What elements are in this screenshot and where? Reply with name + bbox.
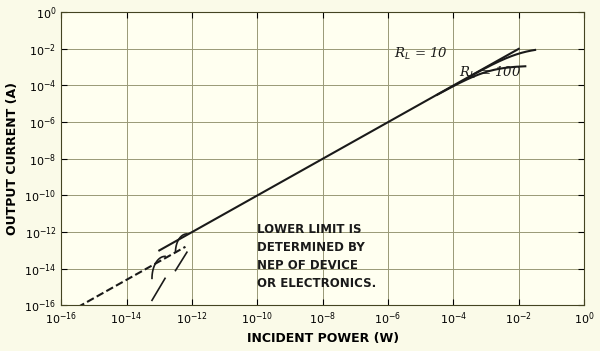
Text: R$_L$ = 100: R$_L$ = 100 [459, 65, 521, 81]
Y-axis label: OUTPUT CURRENT (A): OUTPUT CURRENT (A) [5, 82, 19, 235]
Text: R$_L$ = 10: R$_L$ = 10 [394, 46, 448, 62]
X-axis label: INCIDENT POWER (W): INCIDENT POWER (W) [247, 332, 399, 345]
Text: LOWER LIMIT IS
DETERMINED BY
NEP OF DEVICE
OR ELECTRONICS.: LOWER LIMIT IS DETERMINED BY NEP OF DEVI… [257, 223, 377, 290]
